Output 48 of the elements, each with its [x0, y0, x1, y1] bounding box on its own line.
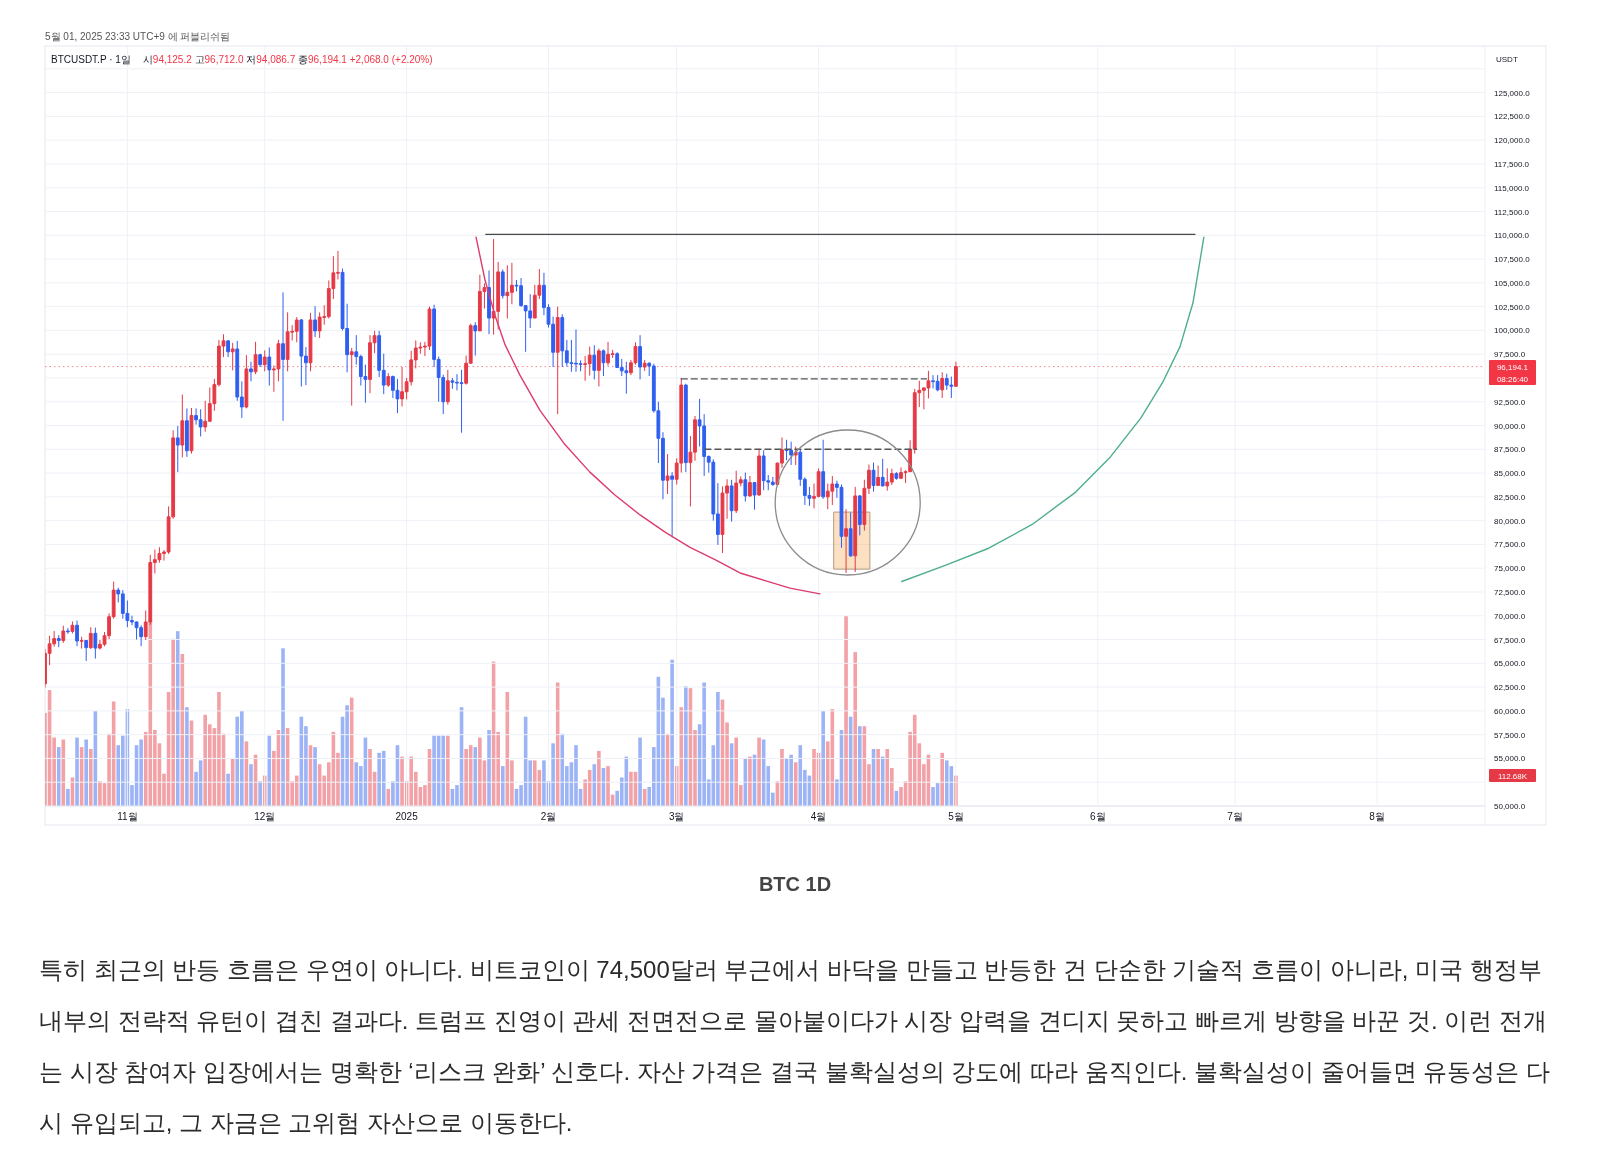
- y-tick-label: 57,500.0: [1494, 730, 1526, 740]
- y-tick-label: 80,000.0: [1494, 516, 1526, 526]
- y-tick-label: 82,500.0: [1494, 492, 1526, 502]
- y-tick-label: 72,500.0: [1494, 587, 1526, 597]
- y-tick-label: 102,500.0: [1494, 302, 1531, 312]
- y-tick-label: 115,000.0: [1494, 183, 1530, 193]
- y-axis-title: USDT: [1496, 55, 1518, 64]
- y-tick-label: 85,000.0: [1494, 469, 1526, 479]
- y-tick-label: 65,000.0: [1494, 659, 1526, 669]
- x-tick-label: 6월: [1090, 811, 1106, 822]
- x-tick-label: 8월: [1369, 811, 1385, 822]
- y-tick-label: 90,000.0: [1494, 421, 1526, 431]
- y-tick-label: 70,000.0: [1494, 611, 1526, 621]
- y-tick-label: 110,000.0: [1494, 231, 1530, 241]
- text: BTCUSDT.P · 1일: [51, 54, 131, 65]
- y-tick-label: 105,000.0: [1494, 278, 1531, 288]
- x-tick-label: 3월: [668, 811, 685, 822]
- x-tick-label: 11월: [117, 811, 138, 822]
- volume-tag: 112.68K: [1489, 769, 1536, 783]
- y-tick-label: 112,500.0: [1494, 207, 1530, 217]
- x-tick-label: 2025: [395, 811, 419, 822]
- y-tick-label: 97,500.0: [1494, 350, 1526, 360]
- ref-line-label: 96,194.1: [1496, 362, 1529, 372]
- y-tick-label: 77,500.0: [1494, 540, 1526, 550]
- y-tick-label: 67,500.0: [1494, 635, 1526, 645]
- text: 시94,125.2 고96,712.0 저94,086.7 종96,194.1 +2,068.0 (+2.20%): [142, 54, 433, 65]
- x-tick-label: 7월: [1227, 811, 1243, 822]
- y-tick-label: 120,000.0: [1494, 136, 1531, 146]
- y-tick-label: 92,500.0: [1494, 397, 1526, 407]
- y-tick-label: 125,000.0: [1494, 88, 1531, 98]
- y-tick-label: 117,500.0: [1494, 159, 1530, 169]
- x-tick-label: 12월: [254, 811, 276, 822]
- y-tick-label: 55,000.0: [1494, 754, 1526, 764]
- y-tick-label: 62,500.0: [1494, 683, 1526, 693]
- text: 08:26:40: [1496, 374, 1529, 384]
- y-tick-label: 100,000.0: [1494, 326, 1531, 336]
- y-tick-label: 75,000.0: [1494, 564, 1526, 574]
- text: BTC 1D: [758, 873, 832, 895]
- y-tick-label: 60,000.0: [1494, 706, 1526, 716]
- x-tick-label: 4월: [810, 811, 827, 822]
- text: 5월 01, 2025 23:33 UTC+9 에 퍼블리쉬됨: [45, 31, 231, 42]
- y-tick-label: 107,500.0: [1494, 255, 1531, 265]
- x-tick-label: 5월: [948, 811, 964, 822]
- y-tick-label: 87,500.0: [1494, 445, 1526, 455]
- paragraph: 특히 최근의 반등 흐름은 우연이 아니다. 비트코인이 74,500달러 부근에서 바닥을 만들고 반등한 건 단순한 기술적 흐름이 아니라, 미국 행정부 내부의 전략적 유턴이 겹친 결과다. 트럼프 진영이 관세 전면전으로 몰아붙이다가 시장 압력을 견디지 못하고 빠르게 방향을 바꾼 것. 이런 전개는 시장 참여자 입장에서는 명확한 ‘리스크 완화’ 신호다. 자산 가격은 결국 불확실성의 강도에 따라 움직인다. 불확실성이 줄어들면 유동성은 다시 유입되고, 그 자금은 고위험 자산으로 이동한다.: [39, 955, 1551, 1138]
- y-tick-label: 50,000.0: [1494, 802, 1526, 811]
- y-tick-label: 122,500.0: [1494, 112, 1531, 122]
- x-tick-label: 2월: [540, 811, 557, 822]
